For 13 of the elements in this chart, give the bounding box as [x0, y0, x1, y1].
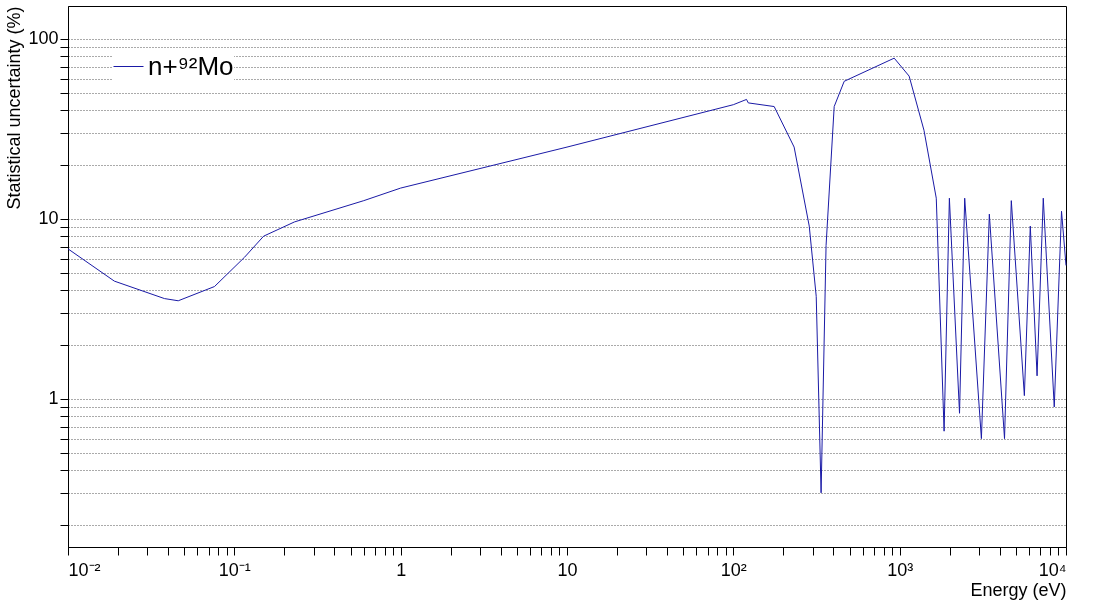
legend-label: n+⁹²Mo	[148, 50, 234, 81]
x-tick-label: 10⁴	[1038, 559, 1067, 580]
y-axis-title: Statistical uncertainty (%)	[4, 6, 25, 210]
x-tick-label: 10²	[720, 559, 747, 580]
x-axis-title: Energy (eV)	[970, 579, 1067, 600]
x-tick-label: 10	[557, 559, 578, 580]
y-tick-label: 1	[48, 388, 59, 409]
y-tick-label: 10	[38, 208, 59, 229]
x-tick-label: 1	[396, 559, 407, 580]
x-tick-label: 10³	[887, 559, 914, 580]
x-tick-label: 10⁻¹	[218, 559, 251, 580]
x-tick-label: 10⁻²	[68, 559, 101, 580]
y-tick-label: 100	[28, 28, 59, 49]
